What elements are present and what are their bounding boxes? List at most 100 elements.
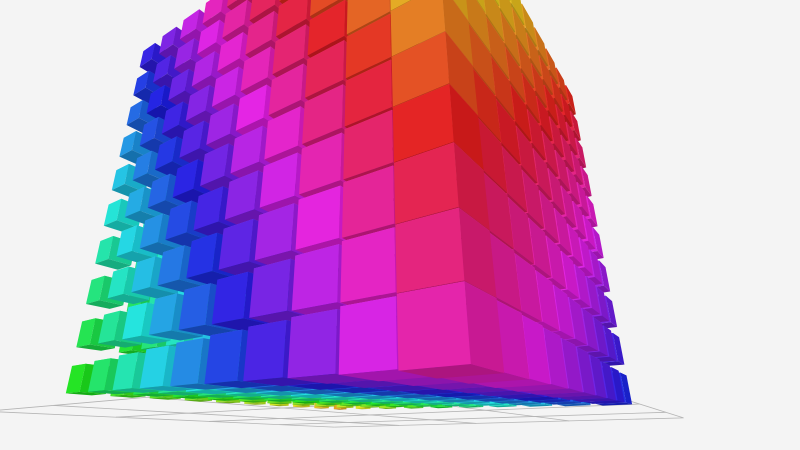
cube-face xyxy=(218,218,254,270)
cube-face xyxy=(339,405,362,407)
cube-face xyxy=(428,392,481,398)
grid-line xyxy=(147,396,477,424)
cube-face xyxy=(355,408,371,410)
cube-face xyxy=(268,63,304,116)
cube-face xyxy=(491,56,515,120)
cube-face xyxy=(548,168,566,215)
cube-face xyxy=(478,117,508,193)
cube-face xyxy=(305,40,345,98)
cube-face xyxy=(473,398,515,402)
cube-face xyxy=(264,106,301,160)
cube-face xyxy=(566,85,576,115)
cube-face xyxy=(348,399,383,403)
cube-face xyxy=(579,237,594,276)
cube-face xyxy=(211,271,249,325)
cube-face xyxy=(553,284,575,339)
cube-face xyxy=(567,166,581,204)
cube-face xyxy=(260,395,300,400)
cube-face xyxy=(528,217,552,278)
cube-face xyxy=(522,72,540,123)
cube-face xyxy=(508,197,535,265)
cube-face xyxy=(249,0,276,21)
cube-face xyxy=(250,385,312,392)
cube-face xyxy=(126,100,143,125)
cube-face xyxy=(385,405,408,408)
cube-face xyxy=(76,344,115,351)
cube-face xyxy=(599,260,611,292)
cube-face xyxy=(224,170,259,220)
grid-line xyxy=(334,417,684,428)
cube-face xyxy=(544,84,559,125)
cube-face xyxy=(533,148,553,200)
cube-face xyxy=(561,185,577,227)
cube-face xyxy=(132,150,152,181)
cube-face xyxy=(445,31,478,116)
cube-face xyxy=(158,391,203,396)
cube-face xyxy=(272,24,306,75)
cube-face xyxy=(554,208,572,255)
cube-face xyxy=(483,172,514,249)
cube-face xyxy=(561,338,583,393)
cube-face xyxy=(336,407,354,409)
cube-face xyxy=(372,401,403,404)
cube-face xyxy=(584,400,625,404)
cube-face xyxy=(379,398,418,402)
cube-face xyxy=(307,0,346,56)
cube-face xyxy=(605,295,618,327)
cube-face xyxy=(139,43,156,67)
cube-face xyxy=(381,376,465,386)
cube-face xyxy=(343,402,371,405)
cube-face xyxy=(466,0,491,52)
cube-face xyxy=(477,0,486,13)
cube-face xyxy=(197,19,220,55)
cube-face xyxy=(139,345,169,389)
cube-face xyxy=(112,352,139,391)
cube-face xyxy=(501,145,528,212)
cube-face xyxy=(417,381,490,390)
cube-face xyxy=(215,401,241,404)
grid-line xyxy=(53,405,400,426)
cube-face xyxy=(542,130,559,177)
cube-face xyxy=(122,335,171,345)
cube-face xyxy=(264,399,296,402)
cube-face xyxy=(185,389,236,395)
cube-face xyxy=(551,75,564,112)
cube-face xyxy=(582,307,599,351)
cube-face xyxy=(511,0,525,25)
cube-face xyxy=(324,392,372,398)
cube-face xyxy=(546,48,559,84)
cube-face xyxy=(107,294,150,305)
cube-face xyxy=(534,27,549,66)
cube-face xyxy=(204,329,243,384)
cube-face xyxy=(95,236,114,264)
cube-face xyxy=(453,142,490,231)
cube-face xyxy=(447,386,511,394)
cube-face xyxy=(207,398,239,401)
cube-face xyxy=(430,406,453,409)
cube-face xyxy=(287,309,338,379)
cube-face xyxy=(110,394,146,398)
cube-face xyxy=(222,0,248,38)
cube-face xyxy=(204,380,274,389)
cube-face xyxy=(353,395,397,400)
cube-face xyxy=(112,388,163,393)
cube-face xyxy=(107,266,129,299)
cube-face xyxy=(496,300,530,380)
cube-face xyxy=(292,404,315,406)
cube-face xyxy=(556,67,568,100)
cube-face xyxy=(369,384,436,392)
cube-face xyxy=(489,232,522,311)
cube-face xyxy=(179,120,204,158)
cube-face xyxy=(65,363,86,394)
cube-face xyxy=(198,394,238,398)
cube-face xyxy=(365,404,391,406)
cube-face xyxy=(539,190,559,243)
cube-face xyxy=(468,23,496,95)
cube-face xyxy=(595,402,633,406)
cube-face xyxy=(586,195,598,227)
cube-face xyxy=(315,405,335,407)
cube-face xyxy=(200,143,229,187)
cube-face xyxy=(436,399,474,403)
